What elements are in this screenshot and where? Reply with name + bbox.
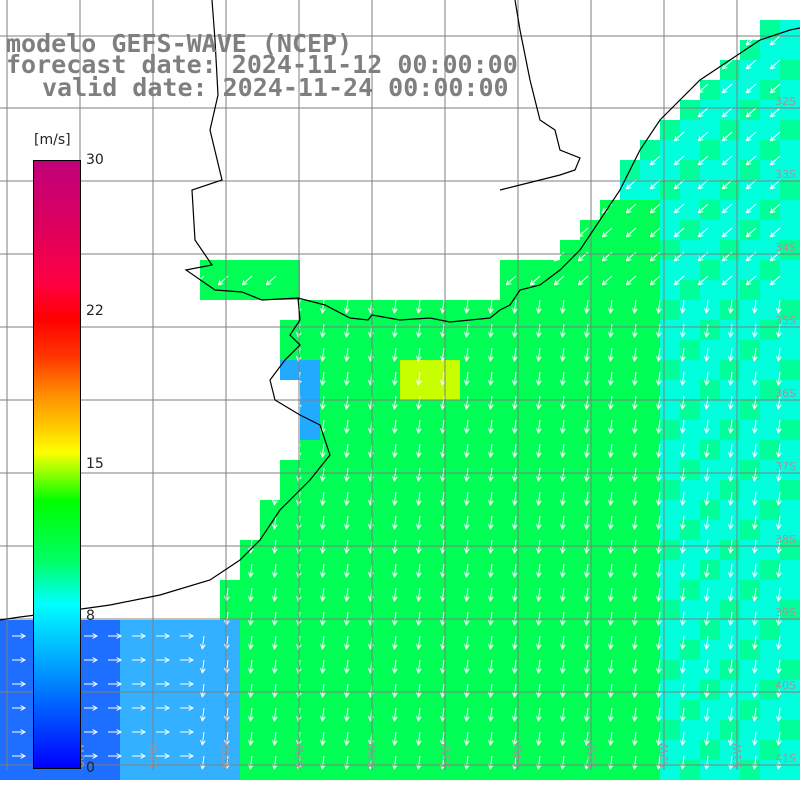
lat-label: 39S (775, 606, 796, 619)
lat-label: 33S (775, 168, 796, 181)
lon-label: 53W (585, 743, 598, 768)
lat-lon-grid (0, 0, 800, 770)
lon-label: 56W (366, 743, 379, 768)
lat-label: 36S (775, 387, 796, 400)
lat-label: 37S (775, 460, 796, 473)
lon-label: 59W (147, 743, 160, 768)
colorbar-tick: 8 (86, 608, 95, 624)
lon-label: 57W (293, 743, 306, 768)
lat-labels: 32S 33S 34S 35S 36S 37S 38S 39S 40S 41S (775, 95, 796, 765)
coastline (0, 0, 800, 621)
colorbar-unit: [m/s] (34, 132, 71, 148)
colorbar (33, 160, 81, 769)
model-title: modelo GEFS-WAVE (NCEP) (6, 29, 353, 58)
lon-label: 52W (658, 743, 671, 768)
lat-label: 40S (775, 679, 796, 692)
lat-label: 32S (775, 95, 796, 108)
colorbar-tick: 22 (86, 303, 104, 319)
colorbar-tick: 0 (86, 760, 95, 776)
colorbar-tick: 15 (86, 456, 104, 472)
lon-label: 54W (512, 743, 525, 768)
lat-label: 38S (775, 533, 796, 546)
lon-label: 55W (439, 743, 452, 768)
lon-label: 51W (731, 743, 744, 768)
lat-label: 34S (775, 241, 796, 254)
colorbar-tick: 30 (86, 152, 104, 168)
lat-label: 35S (775, 314, 796, 327)
valid-date: valid date: 2024-11-24 00:00:00 (42, 73, 509, 102)
lon-label: 58W (220, 743, 233, 768)
lat-label: 41S (775, 752, 796, 765)
forecast-date: forecast date: 2024-11-12 00:00:00 (6, 50, 518, 79)
